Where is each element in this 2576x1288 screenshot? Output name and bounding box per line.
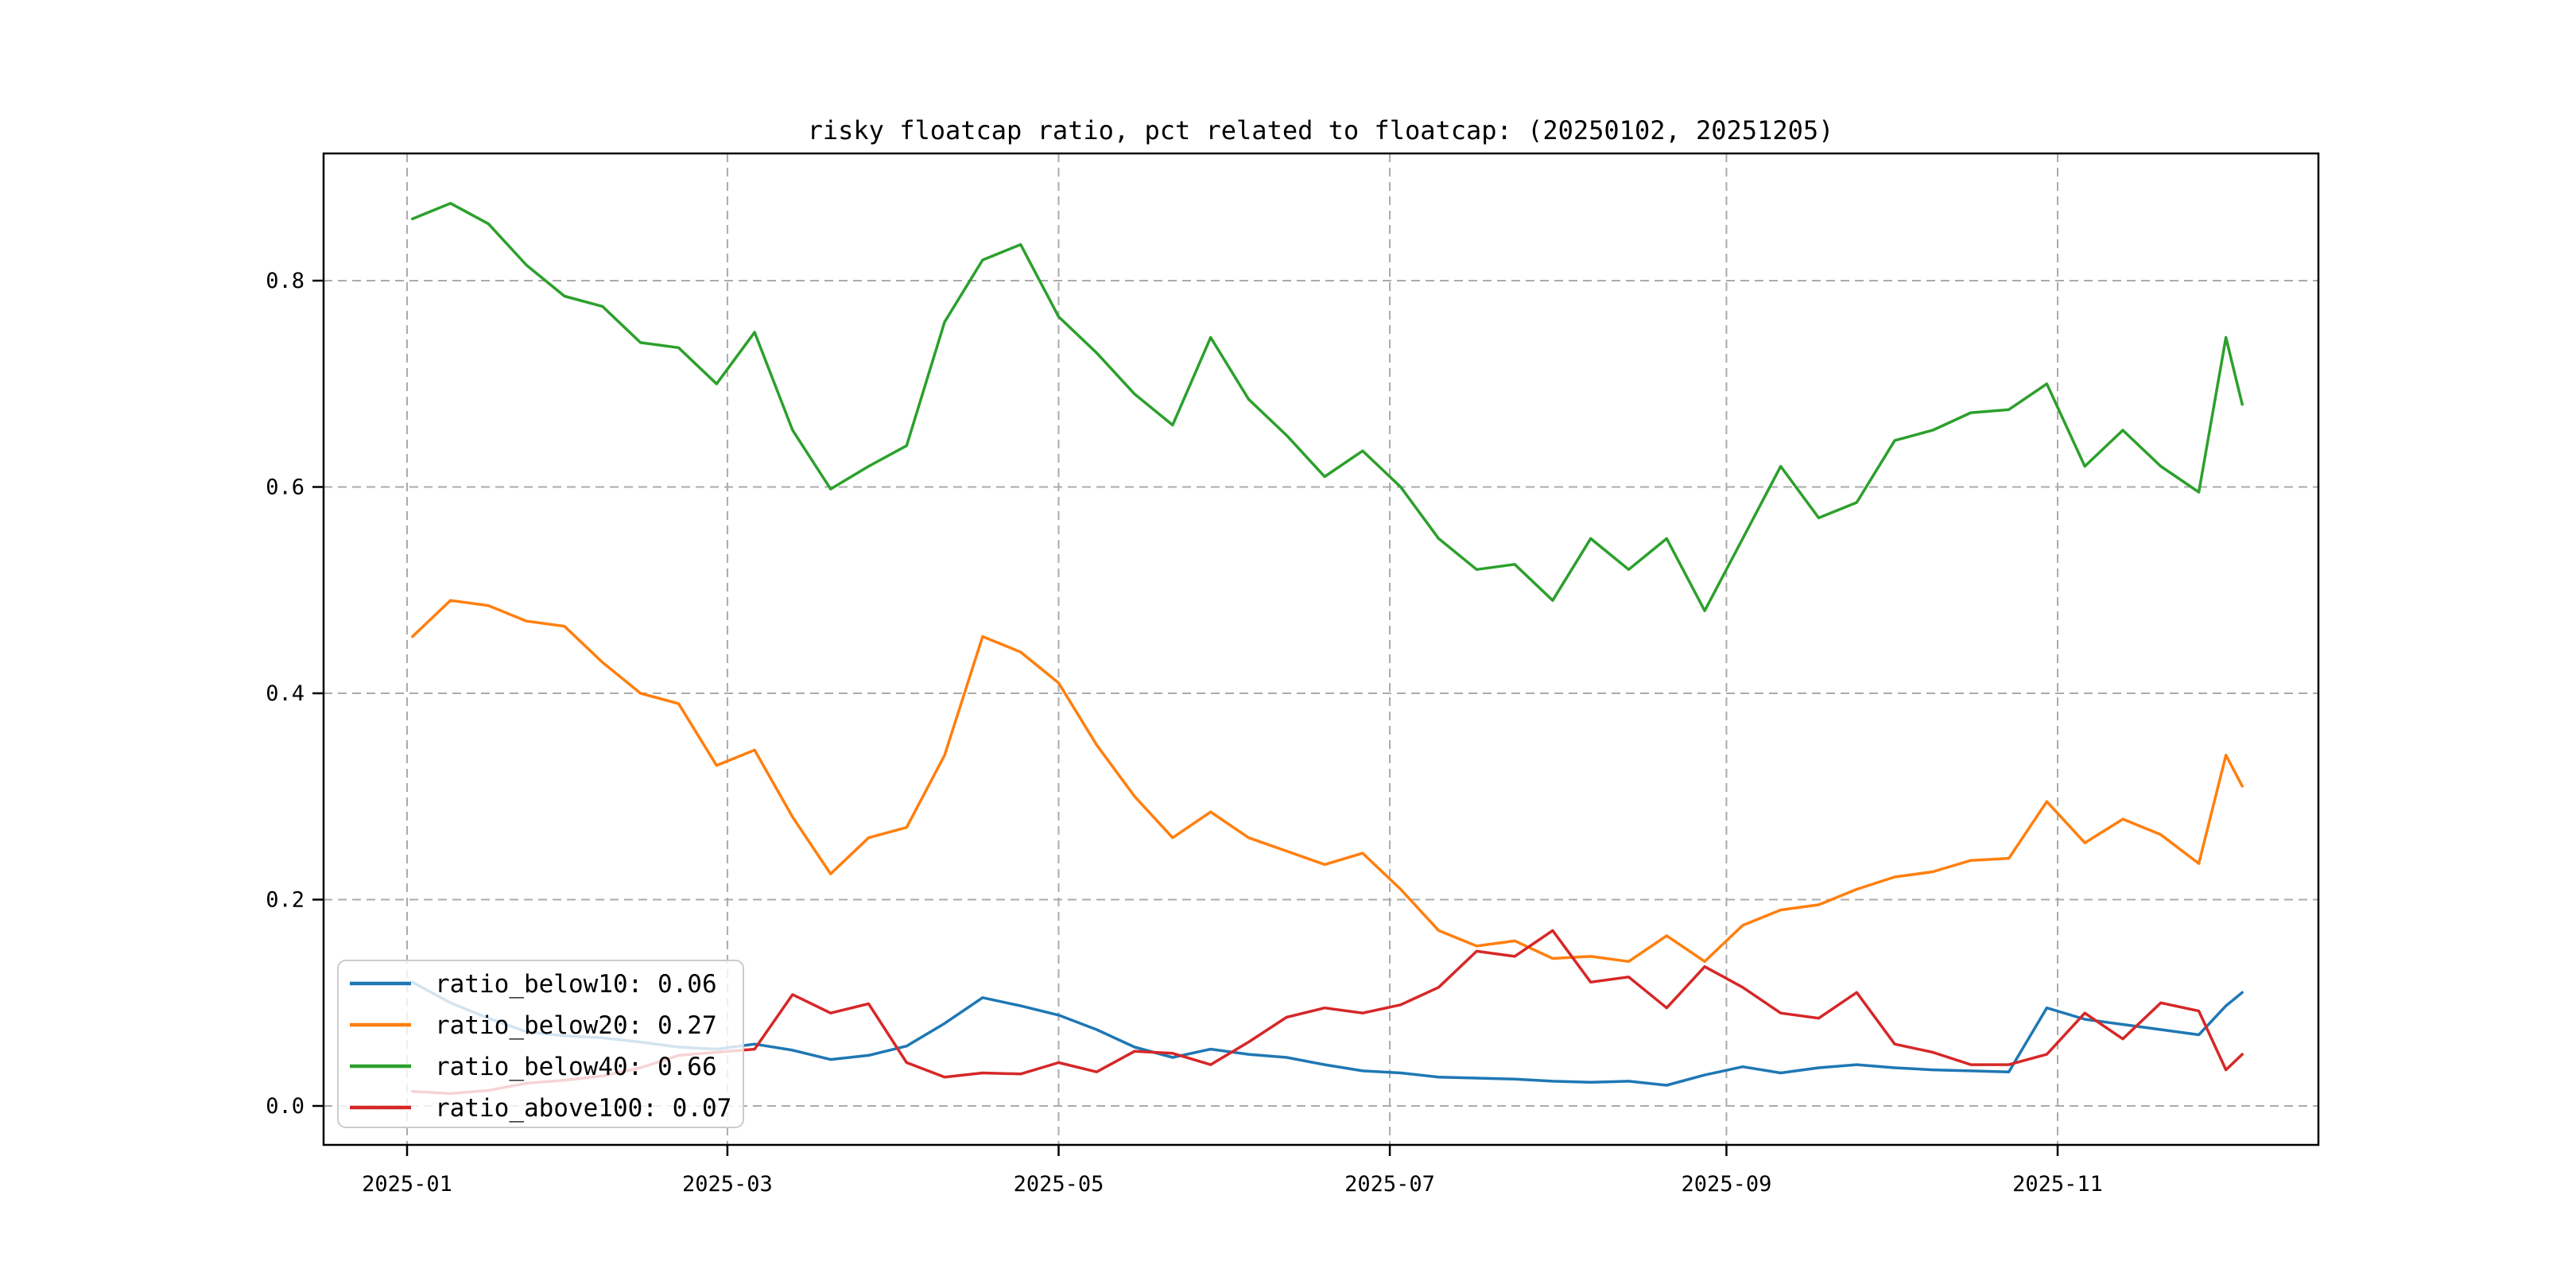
legend-label: ratio_below20: 0.27 [435, 1011, 717, 1040]
x-tick-label: 2025-07 [1344, 1172, 1435, 1197]
chart-title: risky floatcap ratio, pct related to flo… [808, 115, 1834, 145]
legend-label: ratio_below40: 0.66 [435, 1053, 717, 1081]
legend-item-ratio_above100: ratio_above100: 0.07 [350, 1094, 731, 1123]
legend-item-ratio_below10: ratio_below10: 0.06 [350, 970, 717, 999]
series-line-ratio_below40 [411, 201, 2244, 612]
x-tick-label: 2025-01 [362, 1172, 452, 1197]
y-tick-label: 0.4 [266, 681, 305, 706]
x-tick-label: 2025-11 [2012, 1172, 2103, 1197]
legend-label: ratio_above100: 0.07 [435, 1094, 731, 1123]
y-tick-label: 0.8 [266, 269, 305, 293]
grid-lines [324, 153, 2318, 1145]
x-tick-label: 2025-03 [682, 1172, 773, 1197]
x-tick-label: 2025-09 [1682, 1172, 1772, 1197]
axis-ticks [312, 279, 2059, 1156]
legend-box [337, 960, 744, 1128]
y-tick-label: 0.0 [266, 1094, 305, 1119]
legend: ratio_below10: 0.06 ratio_below20: 0.27 ra… [337, 960, 744, 1128]
legend-item-ratio_below40: ratio_below40: 0.66 [350, 1053, 717, 1081]
axis-tick-labels: 0.0 0.2 0.4 0.6 0.8 2025-01 2025-03 2025-05 2025… [266, 269, 2103, 1197]
legend-item-ratio_below20: ratio_below20: 0.27 [350, 1011, 717, 1040]
y-tick-label: 0.6 [266, 475, 305, 500]
x-tick-label: 2025-05 [1014, 1172, 1104, 1197]
legend-label: ratio_below10: 0.06 [435, 970, 717, 999]
y-tick-label: 0.2 [266, 888, 305, 913]
series-line-ratio_below20 [411, 599, 2244, 964]
plot-border [322, 152, 2320, 1146]
